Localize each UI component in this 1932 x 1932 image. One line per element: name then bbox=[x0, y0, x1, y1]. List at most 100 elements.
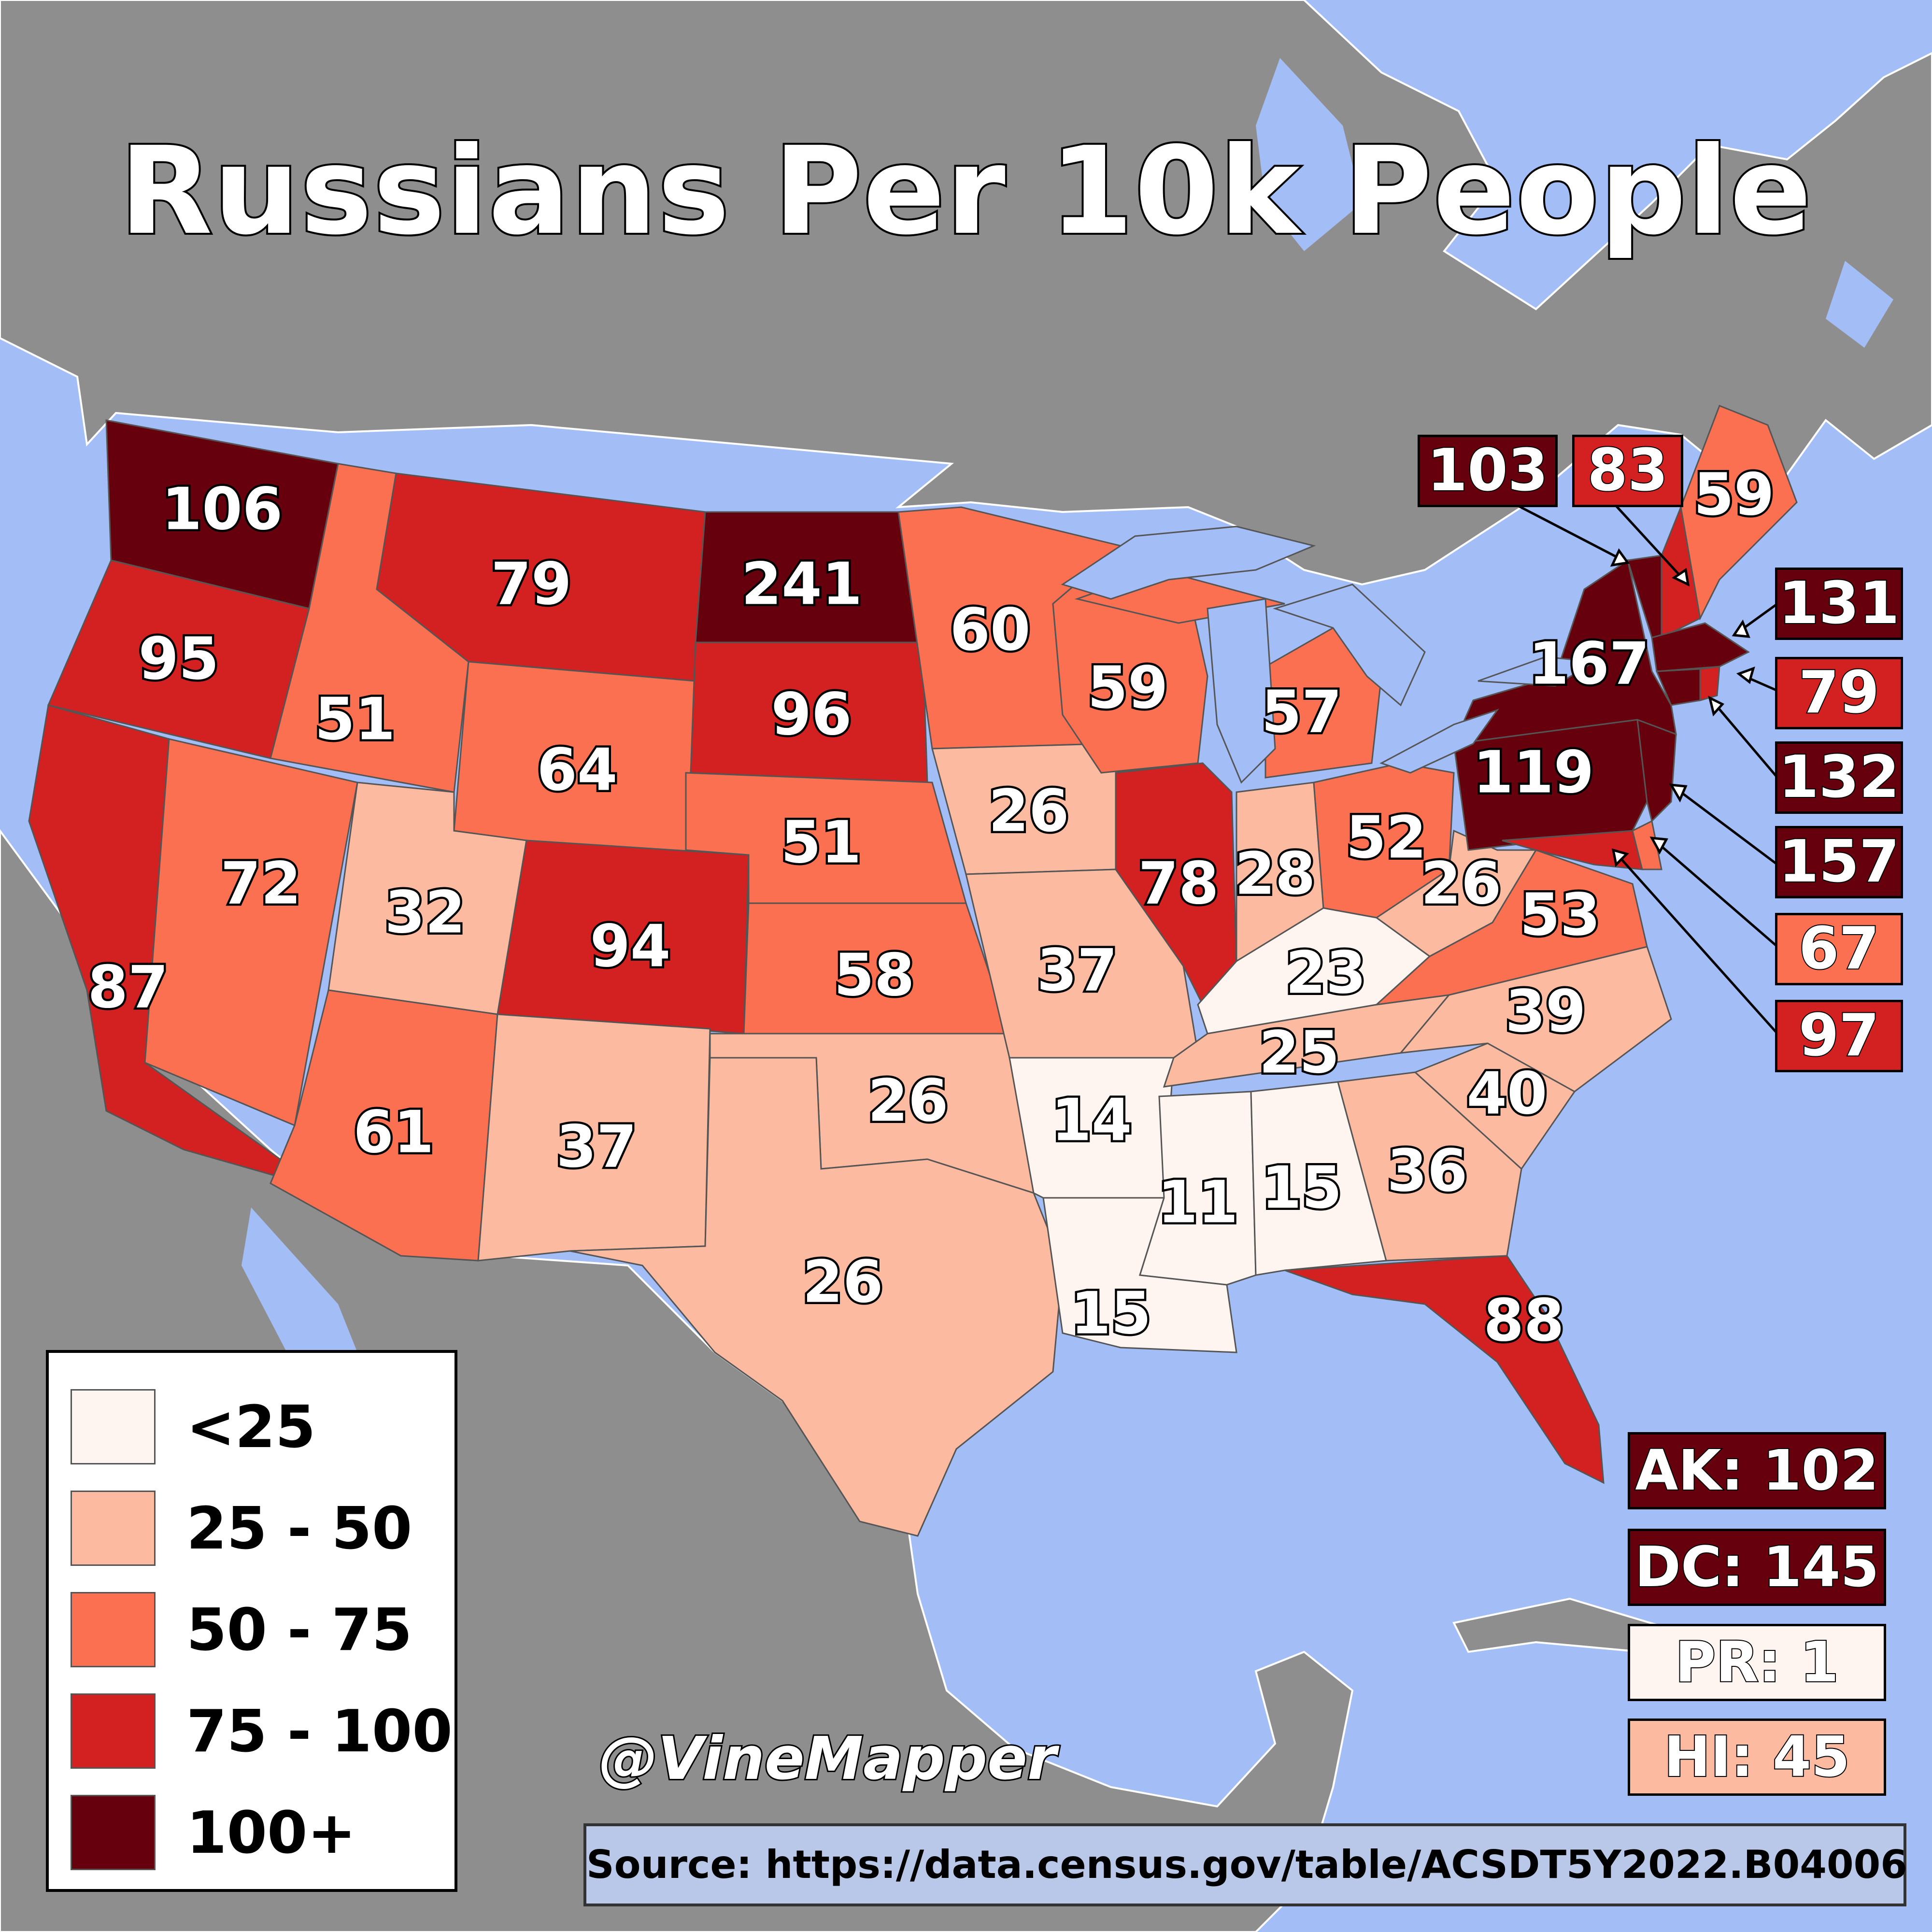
legend-swatch bbox=[71, 1592, 156, 1667]
state-TX[interactable] bbox=[569, 1057, 1064, 1537]
state-label-UT: 32 bbox=[385, 880, 466, 947]
extra-DC: DC: 145 bbox=[1628, 1529, 1886, 1606]
state-label-ME: 59 bbox=[1694, 462, 1775, 529]
state-label-NC: 39 bbox=[1506, 979, 1586, 1046]
arrow-NH bbox=[1607, 497, 1689, 585]
legend-swatch bbox=[71, 1491, 156, 1566]
legend-swatch bbox=[71, 1693, 156, 1769]
state-label-AZ: 61 bbox=[354, 1099, 434, 1166]
arrowhead-MA bbox=[1732, 619, 1750, 638]
state-label-KY: 23 bbox=[1286, 940, 1366, 1007]
legend-swatch bbox=[71, 1389, 156, 1464]
arrowhead-MD bbox=[1611, 848, 1629, 867]
legend-swatch bbox=[71, 1795, 156, 1870]
state-label-ID: 51 bbox=[315, 686, 396, 753]
state-label-OH: 52 bbox=[1346, 805, 1427, 872]
lake-erie bbox=[1379, 709, 1499, 774]
callout-box-MA: 131 bbox=[1775, 568, 1903, 640]
state-ME[interactable] bbox=[1680, 405, 1798, 621]
arrowhead-DE bbox=[1649, 837, 1668, 855]
state-value-labels: 106 95 87 51 72 79 64 32 61 94 37 241 96 51 58 26 26 60 26… bbox=[85, 459, 1776, 1357]
state-RI[interactable] bbox=[1699, 666, 1720, 701]
gulf-of-st-lawrence bbox=[1826, 261, 1893, 348]
state-label-OR: 95 bbox=[139, 626, 219, 693]
states bbox=[28, 405, 1798, 1537]
state-label-PA: 119 bbox=[1473, 739, 1594, 807]
extra-HI: HI: 45 bbox=[1628, 1719, 1886, 1796]
state-label-IN: 28 bbox=[1235, 841, 1316, 908]
state-label-NE: 51 bbox=[781, 810, 862, 877]
arrow-DE bbox=[1651, 837, 1778, 948]
state-label-TX: 26 bbox=[803, 1249, 883, 1316]
arrowhead-RI bbox=[1736, 666, 1755, 684]
map-title: Russians Per 10k People bbox=[117, 119, 1813, 263]
state-label-MI: 57 bbox=[1262, 679, 1342, 746]
legend-label: 50 - 75 bbox=[186, 1597, 412, 1664]
callout-box-VT: 103 bbox=[1418, 435, 1558, 507]
state-label-IA: 26 bbox=[989, 778, 1069, 845]
legend: <25 25 - 50 50 - 75 75 - 100 100+ bbox=[46, 1350, 457, 1892]
lake-michigan bbox=[1207, 598, 1276, 784]
legend-label: 100+ bbox=[186, 1800, 356, 1867]
arrowhead-VT bbox=[1610, 548, 1630, 567]
lake-huron bbox=[1273, 583, 1426, 707]
state-label-VA: 53 bbox=[1520, 882, 1601, 949]
state-MA[interactable] bbox=[1651, 622, 1750, 672]
state-label-FL: 88 bbox=[1484, 1288, 1564, 1355]
callout-box-NJ: 157 bbox=[1775, 826, 1903, 898]
callout-box-MD: 97 bbox=[1775, 1000, 1903, 1072]
state-NY[interactable] bbox=[1452, 559, 1677, 745]
state-label-MO: 37 bbox=[1037, 938, 1118, 1005]
state-label-OK: 26 bbox=[868, 1068, 949, 1135]
legend-label: 25 - 50 bbox=[186, 1495, 412, 1563]
state-FL[interactable] bbox=[1284, 1255, 1605, 1484]
extra-PR: PR: 1 bbox=[1628, 1624, 1886, 1701]
callout-arrowheads bbox=[1610, 548, 1755, 867]
arrow-CT bbox=[1709, 697, 1778, 779]
hudson-bay bbox=[1256, 58, 1362, 251]
extra-AK: AK: 102 bbox=[1628, 1432, 1886, 1509]
callout-box-DE: 67 bbox=[1775, 913, 1903, 985]
legend-label: <25 bbox=[186, 1394, 316, 1461]
state-label-CO: 94 bbox=[590, 913, 671, 980]
state-label-IL: 78 bbox=[1138, 851, 1219, 918]
state-label-MN: 60 bbox=[950, 597, 1031, 664]
lake-superior bbox=[1061, 526, 1316, 600]
state-label-SC: 40 bbox=[1467, 1061, 1548, 1128]
state-label-GA: 36 bbox=[1387, 1138, 1468, 1205]
callout-box-RI: 79 bbox=[1775, 657, 1903, 729]
state-label-NY: 167 bbox=[1529, 631, 1650, 698]
state-GA[interactable] bbox=[1337, 1071, 1522, 1262]
arrow-VT bbox=[1501, 496, 1629, 564]
lake-ontario bbox=[1477, 656, 1596, 687]
state-label-WY: 64 bbox=[537, 737, 618, 804]
state-label-WA: 106 bbox=[162, 476, 283, 543]
state-label-MS: 11 bbox=[1158, 1169, 1238, 1236]
state-MD[interactable] bbox=[1502, 830, 1643, 870]
state-label-LA: 15 bbox=[1071, 1280, 1151, 1348]
state-DE[interactable] bbox=[1632, 820, 1662, 870]
state-label-SD: 96 bbox=[771, 682, 852, 749]
state-label-NM: 37 bbox=[556, 1114, 637, 1181]
state-label-MT: 79 bbox=[491, 551, 572, 618]
state-label-AR: 14 bbox=[1051, 1087, 1132, 1154]
arrow-MD bbox=[1612, 849, 1778, 1035]
great-lakes bbox=[1061, 526, 1596, 784]
state-label-AL: 15 bbox=[1262, 1155, 1342, 1222]
state-label-ND: 241 bbox=[741, 551, 863, 618]
arrowhead-CT bbox=[1708, 696, 1725, 717]
state-label-KS: 58 bbox=[834, 942, 915, 1009]
callout-box-CT: 132 bbox=[1775, 741, 1903, 814]
state-label-TN: 25 bbox=[1259, 1020, 1340, 1087]
source-link[interactable]: Source: https://data.census.gov/table/AC… bbox=[583, 1823, 1907, 1906]
arrow-NJ bbox=[1670, 784, 1778, 866]
state-label-WI: 59 bbox=[1088, 655, 1168, 722]
callout-box-NH: 83 bbox=[1572, 435, 1683, 507]
legend-label: 75 - 100 bbox=[186, 1698, 453, 1765]
author-credit: @VineMapper bbox=[597, 1723, 1058, 1794]
state-AL[interactable] bbox=[1250, 1081, 1387, 1276]
state-label-WV: 26 bbox=[1421, 851, 1502, 918]
arrowhead-NH bbox=[1671, 568, 1690, 587]
arrowhead-NJ bbox=[1669, 783, 1688, 803]
state-label-CA: 87 bbox=[88, 954, 169, 1022]
